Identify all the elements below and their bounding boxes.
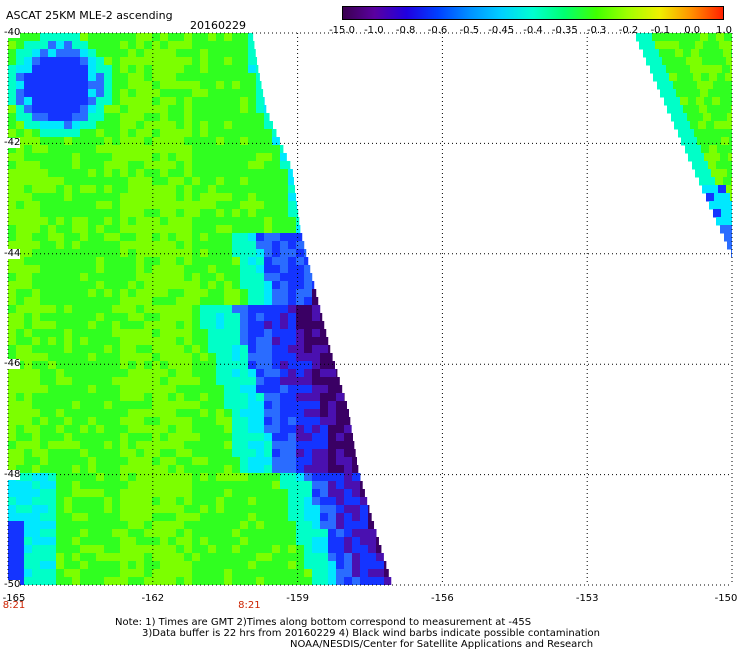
colorbar-tick-label: -0.6 xyxy=(427,25,448,36)
colorbar-tick-label: -0.35 xyxy=(551,25,578,36)
longitude-label: -159 xyxy=(286,593,309,604)
latitude-label: -46 xyxy=(4,358,21,370)
note-line-3: NOAA/NESDIS/Center for Satellite Applica… xyxy=(290,639,594,650)
pass-time-label: 8:21 xyxy=(2,600,26,611)
map-date: 20160229 xyxy=(190,19,246,32)
colorbar-tick-label: -0.2 xyxy=(618,25,639,36)
longitude-label: -162 xyxy=(141,593,165,604)
colorbar-tick-label: -0.4 xyxy=(523,25,543,36)
note-line-2: 3)Data buffer is 22 hrs from 20160229 4)… xyxy=(142,628,600,639)
colorbar-tick-label: 0.0 xyxy=(684,25,701,36)
longitude-label: -153 xyxy=(575,593,599,604)
graticule xyxy=(7,32,733,586)
colorbar-tick-label: -15.0 xyxy=(329,25,355,36)
colorbar-tick-label: -0.1 xyxy=(650,25,671,36)
longitude-label: -156 xyxy=(431,593,454,604)
latitude-label: -50 xyxy=(4,579,21,590)
colorbar-tick-label: -0.3 xyxy=(586,25,607,36)
latitude-label: -40 xyxy=(4,27,21,38)
latitude-label: -42 xyxy=(4,137,21,149)
colorbar xyxy=(342,6,724,20)
colorbar-tick-label: -0.5 xyxy=(459,25,480,36)
colorbar-tick-label: -0.8 xyxy=(395,25,416,36)
colorbar-tick-label: -0.45 xyxy=(488,25,515,36)
map-title: ASCAT 25KM MLE-2 ascending xyxy=(6,9,173,22)
pass-time-label: 8:21 xyxy=(238,600,261,611)
latitude-label: -44 xyxy=(4,247,21,259)
swath-west-panel xyxy=(8,33,392,585)
swath-east-panel xyxy=(636,33,732,258)
colorbar-tick-label: 1.0 xyxy=(716,25,732,36)
note-line-1: Note: 1) Times are GMT 2)Times along bot… xyxy=(115,617,532,628)
longitude-label: -165 xyxy=(2,593,26,604)
latitude-label: -48 xyxy=(4,468,21,480)
colorbar-tick-label: -1.0 xyxy=(364,25,384,36)
longitude-label: -150 xyxy=(714,593,738,604)
